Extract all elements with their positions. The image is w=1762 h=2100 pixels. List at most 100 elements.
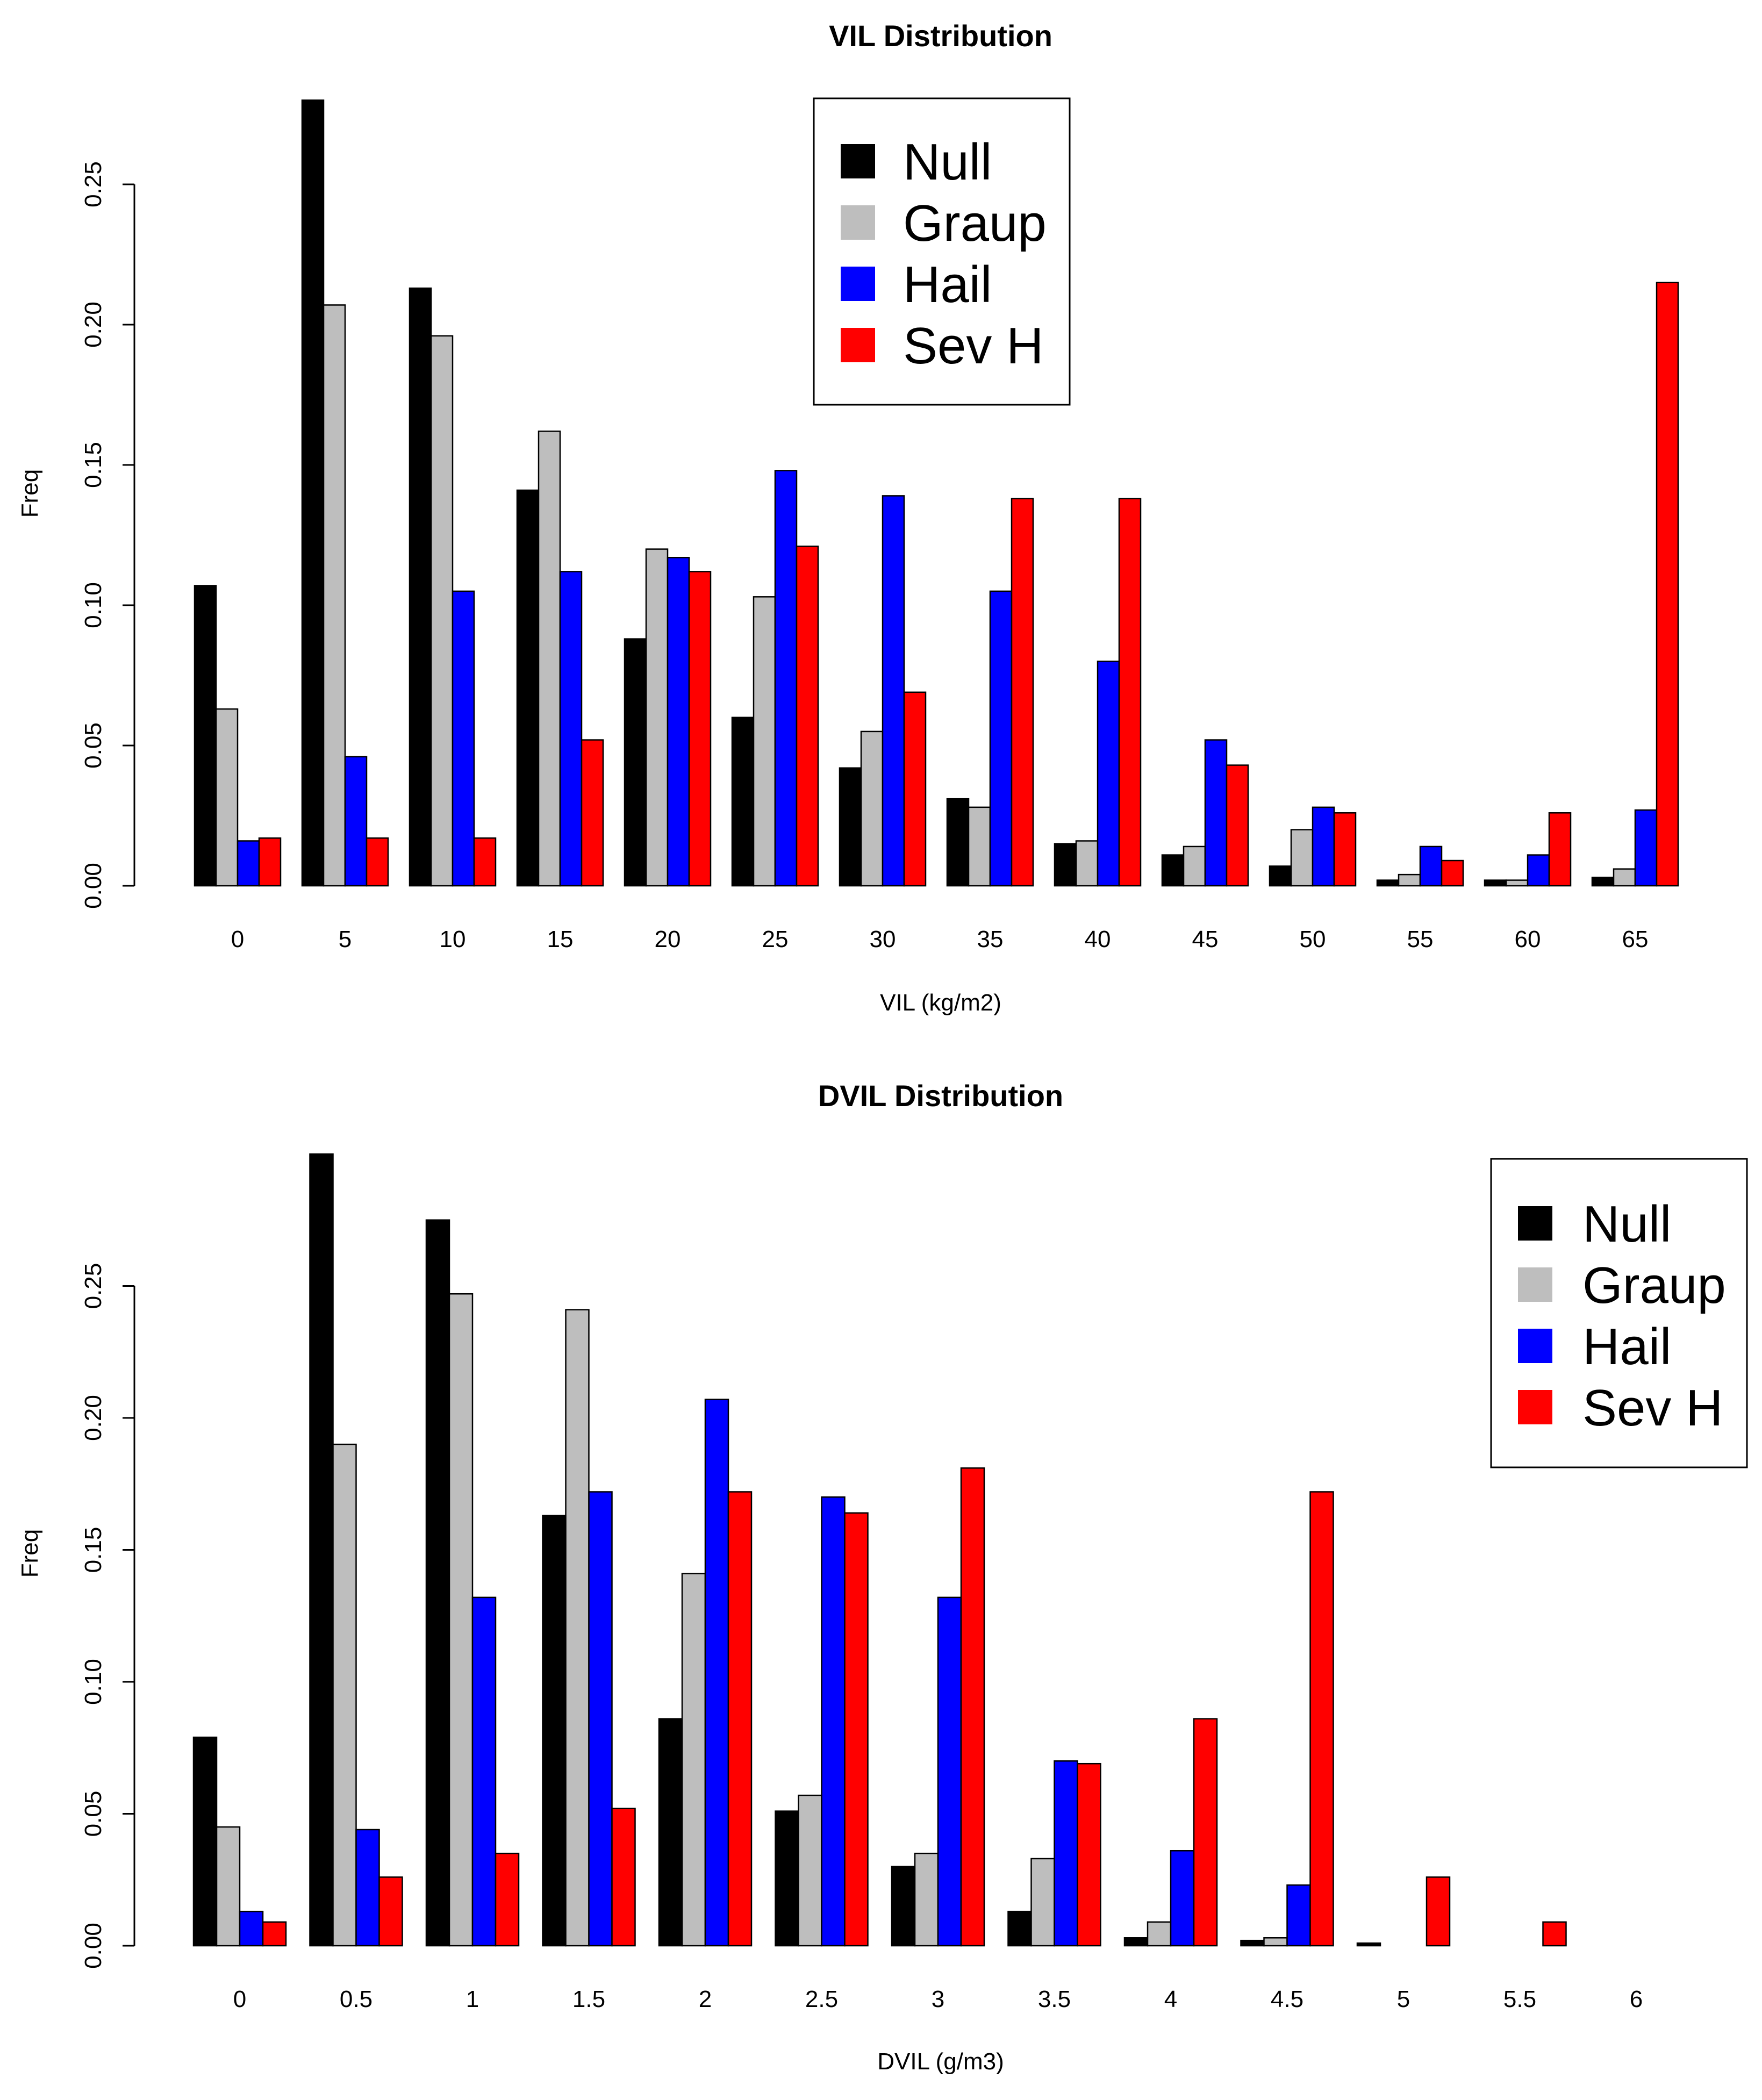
vil-bar-hail-55 (1419, 845, 1443, 887)
vil-bar-null-65 (1591, 877, 1615, 887)
vil-bar-sev-h-15 (581, 739, 604, 887)
vil-bar-null-15 (516, 489, 540, 887)
vil-x-tick-label: 60 (1515, 926, 1541, 952)
vil-bar-graup-30 (860, 730, 884, 887)
vil-bar-sev-h-65 (1656, 282, 1679, 887)
vil-y-tick-label: 0.00 (80, 863, 106, 909)
vil-x-tick-label: 55 (1407, 926, 1434, 952)
dvil-y-tick-label: 0.25 (80, 1263, 106, 1309)
vil-y-tick-label: 0.25 (80, 161, 106, 207)
dvil-x-tick-labels: 0 0.5 1 1.5 2 2.5 3 3.5 4 4.5 5 5.5 6 (233, 1986, 1643, 2012)
dvil-bar-hail-0_5 (355, 1829, 380, 1947)
dvil-x-tick-label: 1.5 (572, 1986, 605, 2012)
vil-bar-hail-40 (1097, 661, 1120, 887)
vil-chart-title: VIL Distribution (829, 19, 1052, 53)
vil-y-axis: 0.00 0.05 0.10 0.15 0.20 0.25 (80, 161, 135, 909)
vil-y-axis-label: Freq (17, 469, 43, 518)
dvil-bar-sev-h-3_5 (1077, 1762, 1101, 1947)
dvil-y-tick-label: 0.05 (80, 1791, 106, 1837)
dvil-bar-sev-h-3 (960, 1467, 985, 1947)
vil-x-tick-label: 30 (870, 926, 896, 952)
vil-bar-hail-25 (774, 470, 798, 887)
dvil-x-tick-label: 4 (1164, 1986, 1177, 2012)
dvil-bar-hail-4_5 (1286, 1884, 1311, 1947)
vil-bar-hail-50 (1312, 806, 1335, 887)
vil-bar-hail-45 (1204, 739, 1228, 887)
vil-bar-graup-25 (753, 596, 776, 887)
dvil-x-tick-label: 6 (1630, 1986, 1643, 2012)
dvil-legend-label-graup: Graup (1582, 1257, 1726, 1314)
vil-bar-hail-0 (237, 840, 260, 887)
dvil-bar-null-1_5 (542, 1515, 567, 1947)
dvil-x-axis-label: DVIL (g/m3) (877, 2048, 1004, 2075)
dvil-y-tick-label: 0.20 (80, 1395, 106, 1441)
dvil-bar-graup-4_5 (1263, 1937, 1288, 1947)
vil-bar-sev-h-60 (1548, 812, 1572, 887)
vil-x-tick-label: 45 (1192, 926, 1219, 952)
dvil-x-tick-label: 3 (932, 1986, 944, 2012)
vil-legend-label-graup: Graup (903, 195, 1047, 252)
vil-bar-graup-15 (538, 431, 561, 887)
vil-bar-hail-65 (1634, 809, 1658, 887)
dvil-legend-swatch-sev-h (1518, 1390, 1552, 1424)
dvil-y-axis-label: Freq (17, 1529, 43, 1578)
vil-x-tick-label: 50 (1300, 926, 1326, 952)
vil-bar-graup-50 (1290, 829, 1314, 887)
vil-x-tick-label: 0 (231, 926, 244, 952)
vil-bar-graup-60 (1505, 879, 1529, 887)
dvil-y-axis: 0.00 0.05 0.10 0.15 0.20 0.25 (80, 1263, 135, 1969)
vil-x-tick-label: 15 (547, 926, 574, 952)
dvil-y-tick-label: 0.00 (80, 1923, 106, 1969)
vil-x-tick-label: 20 (655, 926, 681, 952)
vil-y-tick-label: 0.20 (80, 302, 106, 348)
dvil-chart-title: DVIL Distribution (818, 1079, 1063, 1113)
vil-bar-sev-h-40 (1118, 498, 1142, 887)
vil-bar-hail-20 (667, 557, 690, 887)
vil-bar-sev-h-5 (366, 837, 389, 887)
vil-x-axis-label: VIL (kg/m2) (880, 990, 1001, 1016)
dvil-bar-hail-1_5 (588, 1491, 613, 1947)
dvil-legend-swatch-hail (1518, 1329, 1552, 1363)
vil-bar-graup-0 (215, 708, 239, 887)
vil-legend-label-null: Null (903, 133, 992, 191)
vil-bar-null-45 (1161, 854, 1185, 887)
dvil-bar-hail-1 (471, 1596, 497, 1947)
dvil-bar-sev-h-5 (1426, 1876, 1451, 1947)
vil-bar-null-35 (946, 798, 970, 887)
dvil-bar-graup-3_5 (1030, 1858, 1055, 1947)
vil-bar-graup-10 (430, 335, 454, 887)
vil-bar-sev-h-25 (796, 546, 819, 887)
vil-y-tick-label: 0.05 (80, 722, 106, 769)
dvil-chart: DVIL Distribution DVIL (g/m3) Freq 0.00 0… (17, 1079, 1748, 2075)
vil-x-tick-label: 65 (1622, 926, 1649, 952)
vil-bar-sev-h-35 (1011, 498, 1034, 887)
vil-bar-hail-35 (989, 590, 1013, 887)
dvil-x-tick-label: 2.5 (805, 1986, 838, 2012)
dvil-bar-null-4_5 (1240, 1939, 1265, 1947)
dvil-y-tick-label: 0.15 (80, 1527, 106, 1573)
vil-bar-null-55 (1376, 879, 1400, 887)
dvil-bar-sev-h-0 (262, 1921, 287, 1947)
vil-legend-label-sev-h: Sev H (903, 317, 1043, 375)
vil-bar-null-20 (624, 638, 647, 887)
dvil-legend-label-hail: Hail (1582, 1318, 1671, 1375)
vil-bar-null-30 (839, 767, 862, 887)
dvil-bar-hail-3_5 (1054, 1760, 1078, 1947)
dvil-bar-graup-0 (216, 1826, 241, 1947)
vil-y-tick-label: 0.15 (80, 442, 106, 488)
dvil-bar-graup-2 (681, 1573, 706, 1947)
dvil-legend-swatch-graup (1518, 1267, 1552, 1302)
vil-bar-graup-45 (1183, 845, 1206, 887)
vil-legend-label-hail: Hail (903, 256, 992, 313)
vil-bar-hail-15 (559, 571, 583, 887)
vil-x-tick-labels: 0 5 10 15 20 25 30 35 40 45 50 55 60 65 (231, 926, 1649, 952)
dvil-bar-null-5 (1356, 1942, 1381, 1947)
dvil-x-tick-label: 5 (1397, 1986, 1410, 2012)
vil-legend-swatch-null (841, 144, 875, 178)
dvil-bar-hail-4 (1170, 1850, 1195, 1947)
dvil-bar-hail-2_5 (821, 1496, 846, 1947)
dvil-bar-null-2_5 (775, 1810, 799, 1947)
vil-legend-swatch-sev-h (841, 328, 875, 362)
